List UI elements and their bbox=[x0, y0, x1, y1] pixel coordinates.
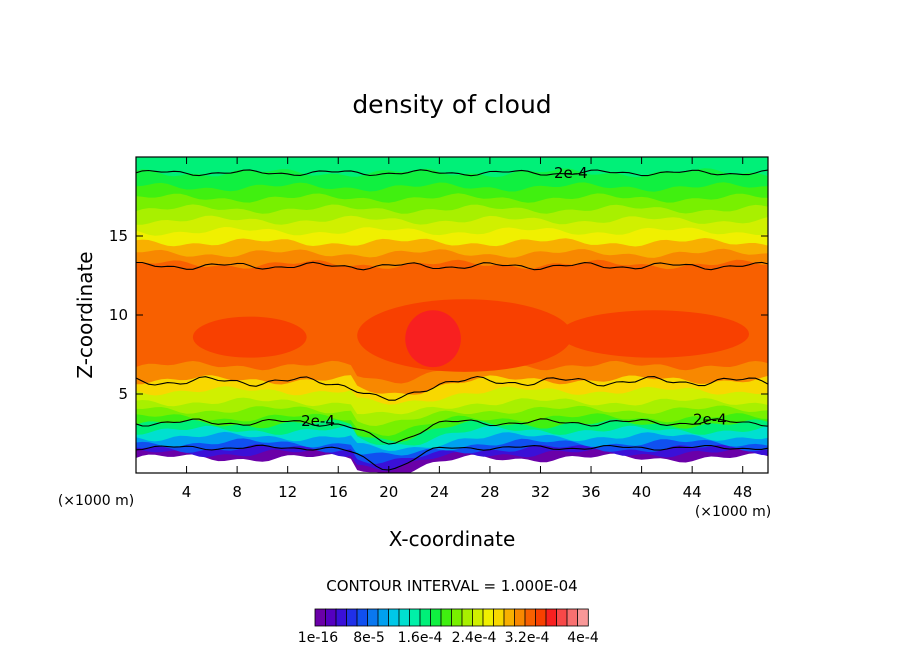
colorbar-swatch bbox=[566, 608, 579, 627]
colorbar-tick-label: 4e-4 bbox=[567, 630, 599, 646]
colorbar-swatch bbox=[440, 608, 453, 627]
colorbar-swatch bbox=[451, 608, 463, 627]
colorbar-swatch bbox=[556, 608, 568, 627]
x-tick-label: 32 bbox=[531, 483, 550, 501]
field-core bbox=[405, 310, 461, 368]
x-tick-label: 20 bbox=[379, 483, 398, 501]
x-tick-label: 28 bbox=[480, 483, 499, 501]
contour-line bbox=[136, 418, 768, 445]
contour-line bbox=[136, 444, 768, 471]
colorbar-swatch bbox=[535, 608, 547, 627]
y-axis-label: Z-coordinate bbox=[73, 251, 97, 378]
colorbar-swatch bbox=[346, 608, 358, 627]
field-core bbox=[192, 316, 307, 358]
colorbar-swatch bbox=[335, 608, 348, 627]
x-tick-label: 12 bbox=[278, 483, 297, 501]
colorbar-swatch bbox=[472, 608, 484, 627]
colorbar-tick-label: 2.4e-4 bbox=[452, 630, 497, 646]
colorbar-swatch bbox=[503, 608, 516, 627]
x-tick-label: 24 bbox=[430, 483, 449, 501]
colorbar-swatch bbox=[430, 608, 442, 627]
x-tick-label: 36 bbox=[581, 483, 600, 501]
contour-label: 2e-4 bbox=[301, 412, 335, 430]
colorbar-tick-label: 3.2e-4 bbox=[505, 630, 550, 646]
y-tick-label: 10 bbox=[109, 306, 128, 324]
colorbar-tick-label: 8e-5 bbox=[353, 630, 384, 646]
x-axis-label: X-coordinate bbox=[389, 527, 516, 551]
contour-label: 2e-4 bbox=[693, 410, 727, 428]
x-tick-label: 8 bbox=[232, 483, 242, 501]
x-axis-unit: (×1000 m) bbox=[695, 504, 771, 520]
y-axis-unit: (×1000 m) bbox=[58, 493, 134, 509]
contour-line bbox=[136, 375, 768, 401]
colorbar-swatch bbox=[419, 608, 432, 627]
field-core bbox=[357, 299, 573, 372]
colorbar-swatch bbox=[524, 608, 537, 627]
colorbar-swatch bbox=[493, 608, 505, 627]
contour-line bbox=[136, 169, 768, 177]
colorbar-swatch bbox=[482, 608, 495, 627]
colorbar-swatch bbox=[545, 608, 558, 627]
field-core bbox=[559, 310, 750, 358]
contour-interval-note: CONTOUR INTERVAL = 1.000E-04 bbox=[326, 577, 577, 595]
contour-line bbox=[136, 261, 768, 271]
x-tick-label: 44 bbox=[683, 483, 702, 501]
colorbar-swatch bbox=[461, 608, 474, 627]
colorbar-swatch bbox=[377, 608, 390, 627]
plot-area bbox=[136, 157, 768, 473]
colorbar-swatch bbox=[325, 608, 337, 627]
x-tick-label: 16 bbox=[329, 483, 348, 501]
chart-title: density of cloud bbox=[352, 90, 551, 119]
x-tick-label: 4 bbox=[182, 483, 192, 501]
colorbar-swatch bbox=[409, 608, 421, 627]
colorbar-swatch bbox=[314, 608, 327, 627]
x-tick-label: 40 bbox=[632, 483, 651, 501]
colorbar bbox=[314, 608, 589, 627]
x-tick-label: 48 bbox=[733, 483, 752, 501]
colorbar-swatch bbox=[577, 608, 589, 627]
colorbar-tick-label: 1.6e-4 bbox=[398, 630, 443, 646]
contour-label: 2e-4 bbox=[554, 164, 588, 182]
colorbar-tick-label: 1e-16 bbox=[298, 630, 338, 646]
colorbar-swatch bbox=[514, 608, 526, 627]
colorbar-swatch bbox=[367, 608, 379, 627]
colorbar-swatch bbox=[356, 608, 369, 627]
colorbar-swatch bbox=[388, 608, 400, 627]
colorbar-swatch bbox=[398, 608, 411, 627]
y-tick-label: 5 bbox=[118, 385, 128, 403]
y-tick-label: 15 bbox=[109, 227, 128, 245]
